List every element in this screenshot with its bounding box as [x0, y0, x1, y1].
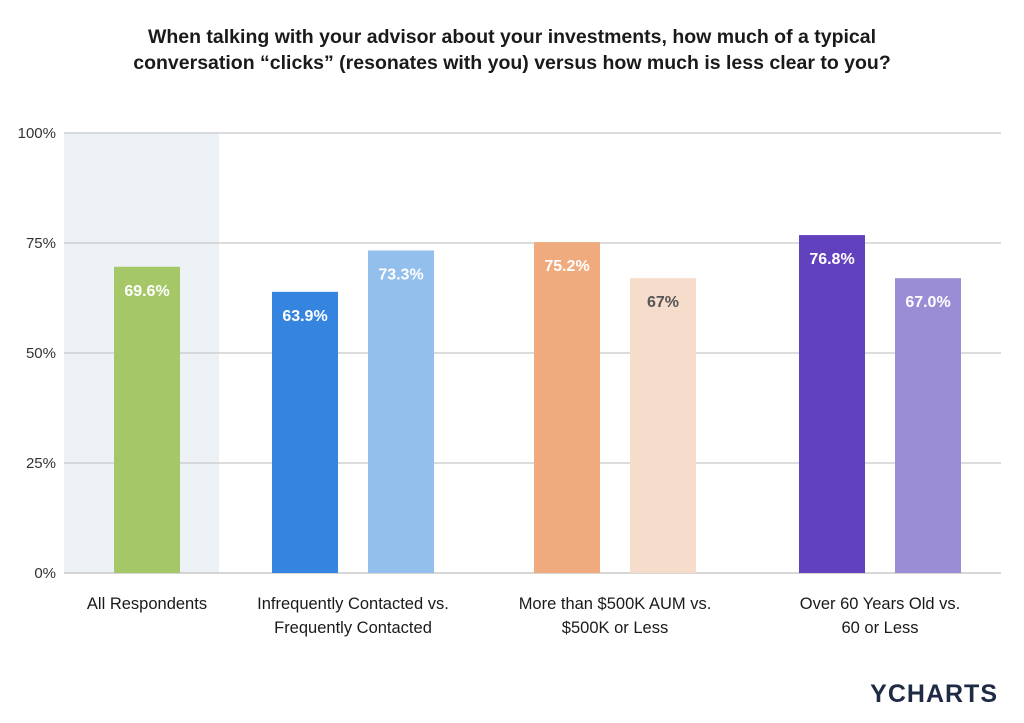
bar	[534, 242, 600, 573]
bar-value-label: 76.8%	[809, 251, 854, 268]
y-tick-label: 0%	[34, 565, 56, 582]
x-category-label: $500K or Less	[562, 619, 668, 637]
x-category-label: Over 60 Years Old vs.	[800, 595, 961, 613]
ycharts-logo: YCHARTS	[870, 680, 998, 708]
bar	[368, 250, 434, 574]
x-category-label: Infrequently Contacted vs.	[257, 595, 449, 613]
chart-title-line-2: conversation “clicks” (resonates with yo…	[133, 52, 891, 74]
x-category-label: All Respondents	[87, 595, 207, 613]
x-category-label: More than $500K AUM vs.	[519, 595, 712, 613]
bar	[114, 266, 180, 573]
bar-value-label: 67%	[647, 294, 679, 311]
chart-title-line-1: When talking with your advisor about you…	[147, 26, 877, 48]
y-tick-label: 75%	[26, 235, 56, 252]
bar-value-label: 67.0%	[905, 294, 950, 311]
y-tick-label: 100%	[18, 125, 56, 142]
bar	[272, 291, 338, 573]
bar	[630, 278, 696, 573]
y-tick-label: 25%	[26, 455, 56, 472]
bar-value-label: 63.9%	[282, 308, 327, 325]
y-tick-label: 50%	[26, 345, 56, 362]
bar	[895, 278, 961, 573]
bar-value-label: 69.6%	[124, 283, 169, 300]
bar	[799, 235, 865, 573]
chart-title: When talking with your advisor about you…	[0, 24, 1024, 76]
x-category-label: Frequently Contacted	[274, 619, 432, 637]
bar-value-label: 73.3%	[378, 266, 423, 283]
x-category-label: 60 or Less	[841, 619, 918, 637]
bar-value-label: 75.2%	[544, 258, 589, 275]
